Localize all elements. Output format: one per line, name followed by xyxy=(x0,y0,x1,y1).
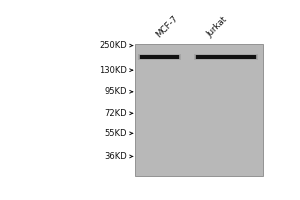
Bar xyxy=(138,54,181,60)
Text: MCF-7: MCF-7 xyxy=(154,14,179,39)
Bar xyxy=(194,54,258,60)
Bar xyxy=(195,55,257,59)
Bar xyxy=(139,55,180,59)
Text: 95KD: 95KD xyxy=(104,87,127,96)
Text: 72KD: 72KD xyxy=(104,109,127,118)
Bar xyxy=(135,44,263,176)
Text: 250KD: 250KD xyxy=(99,41,127,50)
Text: 36KD: 36KD xyxy=(104,152,127,161)
Bar xyxy=(140,55,179,59)
Text: Jurkat: Jurkat xyxy=(205,15,229,39)
Bar xyxy=(196,55,256,59)
Text: 55KD: 55KD xyxy=(104,129,127,138)
Text: 130KD: 130KD xyxy=(99,66,127,75)
